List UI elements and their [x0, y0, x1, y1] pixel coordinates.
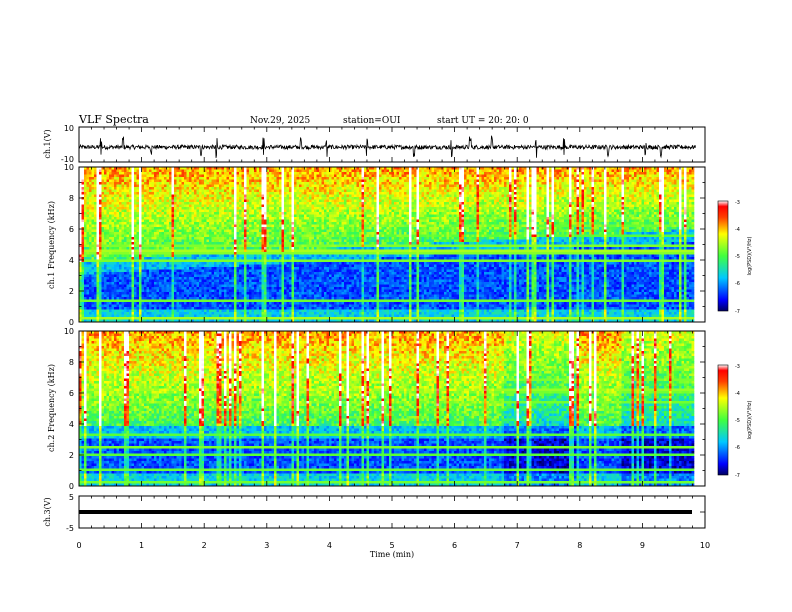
ch2-freq-tick-10: 10 [64, 327, 74, 336]
header-station: station=OUI [343, 116, 401, 126]
ch1-colorbar-tick-m6: -6 [735, 281, 740, 287]
ch3-waveform-ylabel: ch.3(V) [43, 497, 52, 526]
header-start-time: start UT = 20: 20: 0 [437, 116, 529, 126]
header-date: Nov.29, 2025 [250, 116, 311, 126]
ch2-freq-tick-0: 0 [69, 482, 74, 491]
time-tick-label: 2 [202, 541, 207, 550]
ch1-spectrogram-ylabel: ch.1 Frequency (kHz) [47, 201, 56, 289]
ch1-colorbar-label: log(PSD)(V²/Hz) [747, 236, 753, 275]
time-tick-label: 7 [515, 541, 520, 550]
time-tick-label: 5 [389, 541, 394, 550]
time-tick-label: 6 [452, 541, 457, 550]
ch1-freq-tick-6: 6 [69, 225, 74, 234]
ch3-ytick-top: 5 [69, 493, 74, 502]
ch2-colorbar-tick-m7: -7 [735, 473, 740, 479]
ch2-colorbar-tick-m6: -6 [735, 445, 740, 451]
ch1-freq-tick-10: 10 [64, 163, 74, 172]
ch2-colorbar-scale [717, 364, 729, 476]
ch2-colorbar-tick-m3: -3 [735, 364, 740, 370]
ch1-waveform-trace [78, 135, 696, 159]
ch2-freq-tick-2: 2 [69, 451, 74, 460]
ch2-colorbar-label: log(PSD)(V²/Hz) [747, 400, 753, 439]
ch1-freq-tick-8: 8 [69, 194, 74, 203]
time-tick-label: 0 [76, 541, 81, 550]
ch1-colorbar-tick-m5: -5 [735, 254, 740, 260]
ch1-colorbar-scale [717, 200, 729, 312]
ch1-ytick-top: 10 [64, 124, 74, 133]
ch2-freq-tick-8: 8 [69, 358, 74, 367]
time-tick-label: 3 [264, 541, 269, 550]
ch1-freq-tick-2: 2 [69, 287, 74, 296]
ch2-colorbar: -3 -4 -5 -6 -7 log(PSD)(V²/Hz) [717, 364, 753, 479]
time-tick-label: 1 [139, 541, 144, 550]
ch2-spectrogram-image [79, 331, 695, 487]
ch3-ytick-bottom: -5 [66, 524, 74, 533]
ch2-colorbar-tick-m4: -4 [735, 391, 740, 397]
ch1-freq-tick-0: 0 [69, 318, 74, 327]
ch1-freq-tick-4: 4 [69, 256, 74, 265]
figure-title: VLF Spectra [78, 113, 149, 126]
panel-ch1-waveform: 10 -10 ch.1(V) [43, 124, 706, 164]
ch1-spectrogram-image [79, 167, 695, 323]
ch2-freq-tick-4: 4 [69, 420, 74, 429]
ch2-freq-tick-6: 6 [69, 389, 74, 398]
panel-ch2-spectrogram: 0 2 4 6 8 10 ch.2 Frequency (kHz) [47, 327, 706, 491]
time-tick-label: 4 [327, 541, 332, 550]
ch1-colorbar-tick-m7: -7 [735, 309, 740, 315]
time-axis-label: Time (min) [370, 550, 414, 559]
ch1-colorbar-tick-m3: -3 [735, 200, 740, 206]
ch1-colorbar-tick-m4: -4 [735, 227, 740, 233]
ch1-colorbar: -3 -4 -5 -6 -7 log(PSD)(V²/Hz) [717, 200, 753, 315]
panel-ch1-spectrogram: 0 2 4 6 8 10 ch.1 Frequency (kHz) [47, 163, 706, 327]
panel-ch3-waveform: 5 -5 ch.3(V) [43, 493, 706, 533]
time-tick-label: 8 [577, 541, 582, 550]
time-axis-tick-labels: 0 1 2 3 4 5 6 7 8 9 10 [76, 541, 710, 550]
axis-tick-marks [78, 127, 706, 528]
ch2-spectrogram-ylabel: ch.2 Frequency (kHz) [47, 364, 56, 452]
ch2-colorbar-tick-m5: -5 [735, 418, 740, 424]
ch1-waveform-ylabel: ch.1(V) [43, 129, 52, 158]
time-tick-label: 9 [640, 541, 645, 550]
ch1-ytick-bottom: -10 [61, 155, 74, 164]
time-tick-label: 10 [700, 541, 710, 550]
